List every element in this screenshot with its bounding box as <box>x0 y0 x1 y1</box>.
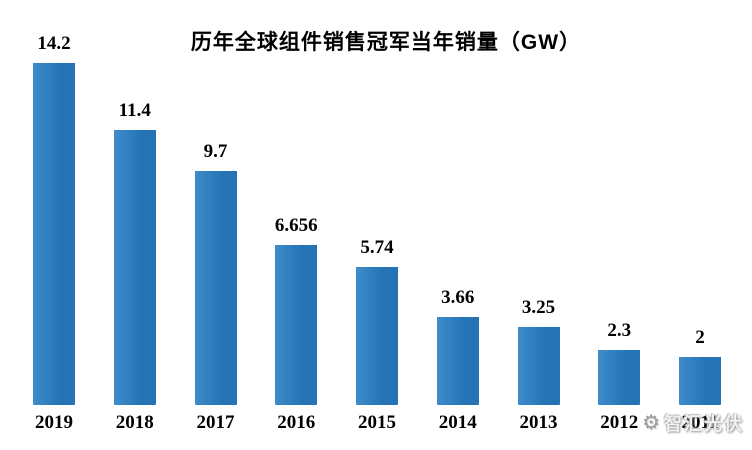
x-axis-tick-label: 2018 <box>115 412 154 433</box>
bar-value-label: 11.4 <box>118 100 151 121</box>
x-axis-tick-label: 2012 <box>600 412 639 433</box>
bar-column: 6.656 2016 <box>256 215 336 434</box>
x-axis-tick-label: 2015 <box>358 412 396 433</box>
bar-column: 2 2011 <box>660 327 740 434</box>
bar-value-label: 2.3 <box>607 320 632 341</box>
x-axis-tick-label: 2019 <box>35 412 73 433</box>
bar-column: 2.3 2012 <box>579 320 659 434</box>
bar-value-label: 3.66 <box>441 287 475 308</box>
x-axis-tick-label: 2013 <box>519 412 558 433</box>
bar-column: 3.25 2013 <box>499 297 579 434</box>
x-axis-tick-label: 2017 <box>196 412 235 433</box>
x-axis-tick-label: 2011 <box>681 412 719 433</box>
bar-value-label: 3.25 <box>521 297 556 318</box>
bar-column: 9.7 2017 <box>176 141 256 434</box>
bar-value-label: 14.2 <box>37 33 71 54</box>
bar-column: 14.2 2019 <box>14 33 94 434</box>
x-axis-tick-label: 2014 <box>438 412 477 433</box>
bar <box>113 130 156 405</box>
bar-value-label: 5.74 <box>360 237 394 258</box>
bar-value-label: 2 <box>695 327 705 348</box>
bar <box>356 267 398 405</box>
bar <box>275 245 318 405</box>
bar-column: 3.66 2014 <box>418 287 498 434</box>
x-axis-tick-label: 2016 <box>277 412 316 433</box>
bar <box>33 63 75 405</box>
bar <box>679 357 721 405</box>
bar <box>436 317 479 405</box>
plot-area: 14.2 2019 11.4 2018 9.7 2017 6.656 2016 5.74 2015… <box>14 0 740 434</box>
bar <box>598 350 641 405</box>
bar-column: 11.4 2018 <box>95 100 175 434</box>
bar-value-label: 9.7 <box>203 141 228 162</box>
bar <box>517 327 560 405</box>
bar <box>194 171 237 405</box>
chart-title: 历年全球组件销售冠军当年销量（GW） <box>190 31 582 54</box>
bar-value-label: 6.656 <box>274 215 318 236</box>
bar-column: 5.74 2015 <box>337 237 417 434</box>
